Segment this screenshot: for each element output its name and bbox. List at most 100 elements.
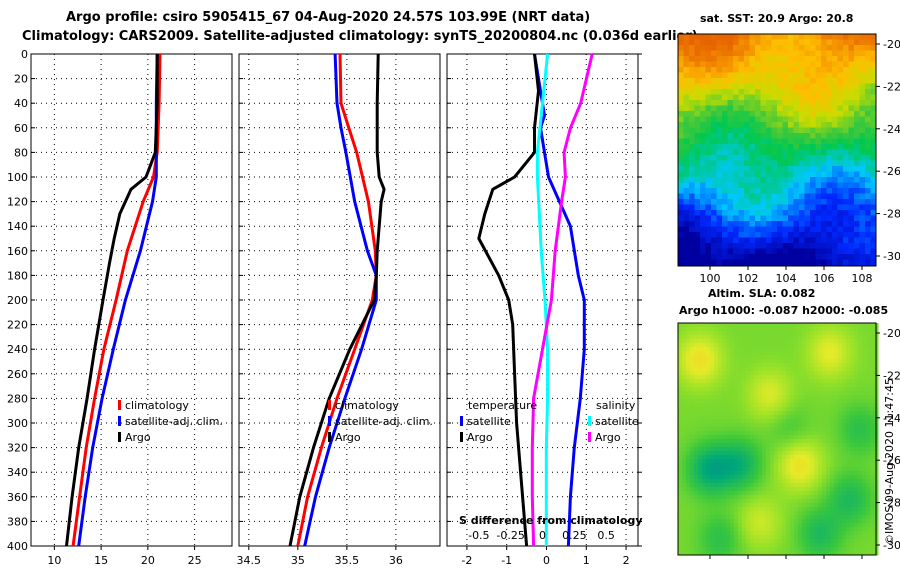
- map-cell: [788, 155, 794, 161]
- map-cell: [814, 403, 819, 408]
- map-cell: [755, 50, 761, 57]
- map-cell: [726, 395, 731, 400]
- map-cell: [722, 459, 727, 464]
- map-cell: [722, 144, 728, 150]
- map-cell: [702, 507, 707, 512]
- map-cell: [762, 335, 767, 340]
- map-cell: [822, 327, 827, 332]
- map-cell: [838, 415, 843, 420]
- map-cell: [678, 50, 684, 57]
- map-cell: [799, 204, 805, 211]
- map-cell: [722, 215, 728, 222]
- map-cell: [786, 391, 791, 396]
- map-cell: [782, 443, 787, 448]
- map-cell: [782, 127, 789, 134]
- map-cell: [782, 463, 787, 468]
- series-line-s-argo: [530, 53, 594, 547]
- map-cell: [682, 499, 687, 504]
- map-cell: [821, 182, 827, 189]
- map-cell: [738, 551, 743, 556]
- map-cell: [782, 67, 789, 73]
- map-cell: [814, 495, 819, 500]
- map-cell: [678, 210, 684, 216]
- map-cell: [714, 395, 719, 400]
- map-cell: [854, 363, 859, 368]
- map-cell: [822, 367, 827, 372]
- map-cell: [778, 323, 783, 328]
- map-cell: [700, 111, 706, 117]
- map-cell: [810, 507, 815, 512]
- map-cell: [846, 487, 851, 492]
- map-cell: [826, 507, 831, 512]
- map-cell: [694, 451, 699, 456]
- map-cell: [766, 395, 771, 400]
- map-cell: [782, 439, 787, 444]
- map-cell: [821, 215, 827, 222]
- map-cell: [806, 379, 811, 384]
- map-cell: [762, 515, 767, 520]
- map-cell: [798, 323, 803, 328]
- map-cell: [810, 323, 815, 328]
- map-cell: [814, 455, 819, 460]
- map-cell: [734, 471, 739, 476]
- map-cell: [722, 61, 728, 68]
- map-cell: [822, 419, 827, 424]
- map-cell: [690, 419, 695, 424]
- map-cell: [814, 447, 819, 452]
- map-cell: [774, 551, 779, 556]
- map-cell: [870, 547, 875, 552]
- map-cell: [742, 351, 747, 356]
- map-cell: [832, 94, 838, 101]
- map-cell: [806, 511, 811, 516]
- map-cell: [683, 56, 690, 62]
- map-cell: [726, 403, 731, 408]
- map-cell: [730, 395, 735, 400]
- map-cell: [730, 543, 735, 548]
- map-cell: [832, 100, 838, 106]
- map-cell: [762, 339, 767, 344]
- map-cell: [790, 495, 795, 500]
- map-cell: [837, 138, 844, 145]
- map-cell: [806, 551, 811, 556]
- map-cell: [802, 399, 807, 404]
- map-cell: [694, 343, 699, 348]
- map-cell: [733, 67, 739, 73]
- map-cell: [750, 335, 755, 340]
- map-cell: [702, 471, 707, 476]
- map-cell: [832, 210, 838, 216]
- map-cell: [799, 39, 805, 46]
- map-cell: [822, 551, 827, 556]
- map-cell: [698, 339, 703, 344]
- map-cell: [846, 507, 851, 512]
- map-cell: [837, 160, 844, 167]
- map-cell: [774, 511, 779, 516]
- map-cell: [749, 259, 756, 266]
- map-cell: [866, 467, 871, 472]
- map-cell: [733, 243, 739, 249]
- map-cell: [854, 511, 859, 516]
- map-cell: [754, 475, 759, 480]
- map-cell: [770, 547, 775, 552]
- map-cell: [730, 455, 735, 460]
- map-cell: [686, 535, 691, 540]
- map-cell: [822, 391, 827, 396]
- map-cell: [826, 83, 833, 90]
- map-cell: [818, 387, 823, 392]
- map-cell: [690, 431, 695, 436]
- map-cell: [749, 171, 756, 178]
- map-cell: [683, 254, 690, 260]
- map-cell: [814, 335, 819, 340]
- map-cell: [742, 551, 747, 556]
- map-cell: [738, 427, 743, 432]
- map-cell: [686, 519, 691, 524]
- map-cell: [802, 367, 807, 372]
- map-cell: [690, 351, 695, 356]
- map-cell: [760, 89, 767, 95]
- map-cell: [810, 399, 815, 404]
- map-cell: [716, 221, 723, 227]
- map-cell: [706, 499, 711, 504]
- map-cell: [843, 193, 849, 200]
- map-cell: [686, 379, 691, 384]
- map-cell: [778, 479, 783, 484]
- map-cell: [766, 547, 771, 552]
